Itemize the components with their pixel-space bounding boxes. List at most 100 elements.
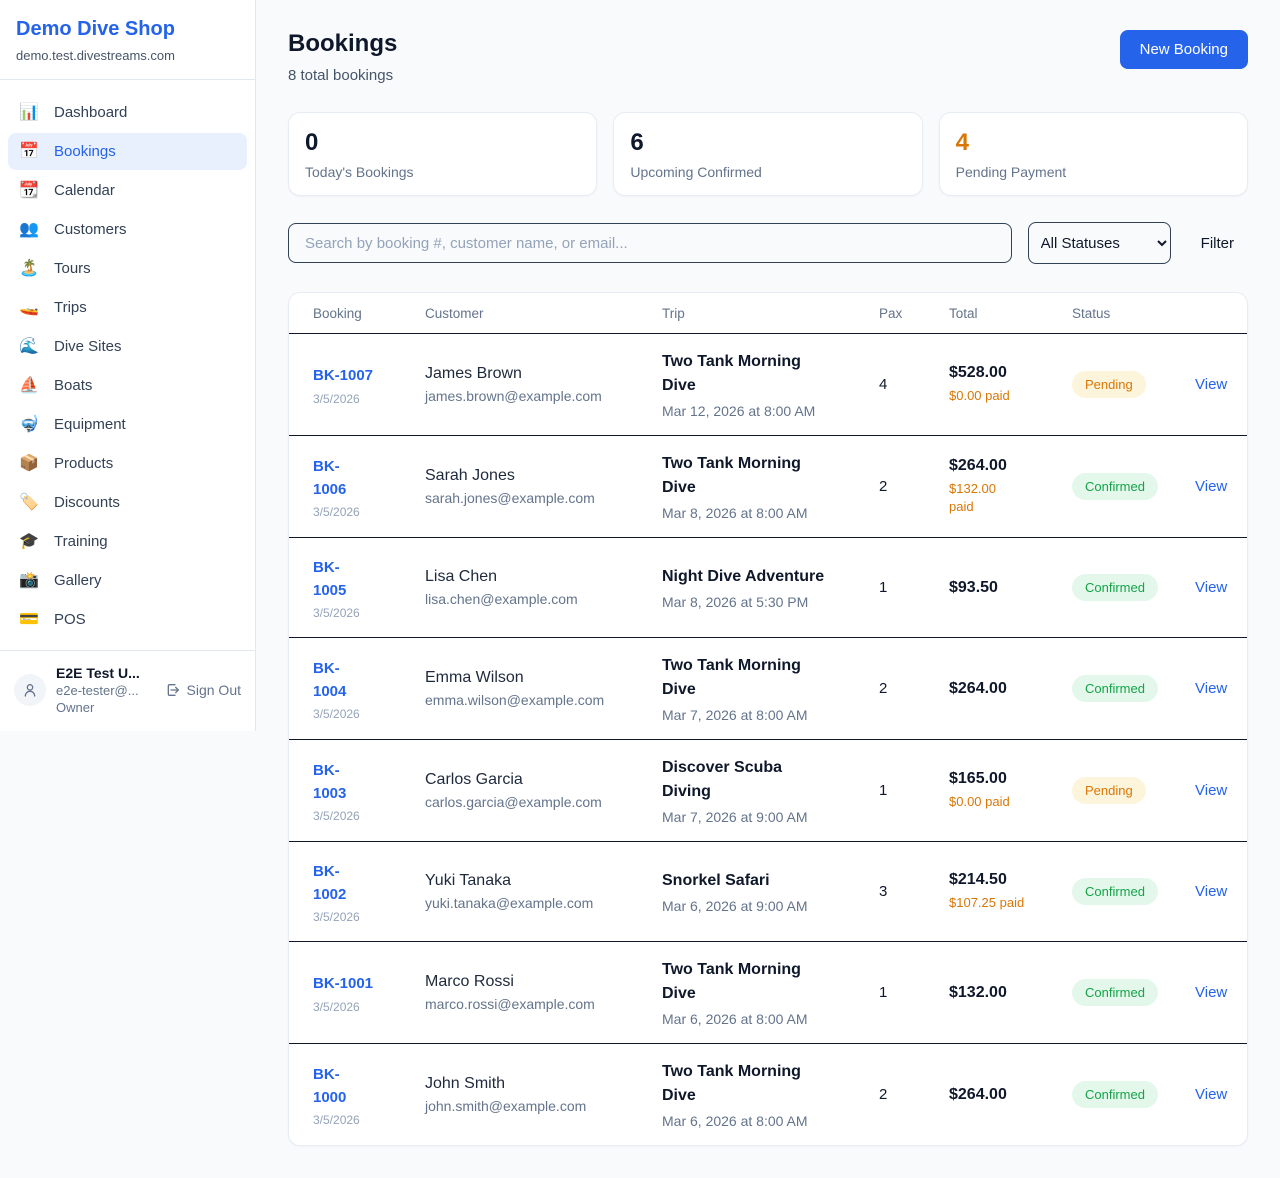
stat-value: 0 xyxy=(305,129,319,156)
view-link[interactable]: View xyxy=(1195,781,1228,799)
customer-name: James Brown xyxy=(425,365,522,383)
view-link[interactable]: View xyxy=(1195,477,1228,495)
status-cell: Confirmed xyxy=(1072,979,1195,1007)
status-badge: Confirmed xyxy=(1072,979,1158,1007)
sidebar-item-calendar[interactable]: 📆 Calendar xyxy=(8,172,247,209)
filter-button[interactable]: Filter xyxy=(1187,235,1248,252)
customer-email: emma.wilson@example.com xyxy=(425,692,605,709)
table-row: BK- 1002 3/5/2026 Yuki Tanaka yuki.tanaka@e… xyxy=(289,842,1247,943)
sidebar-item-discounts[interactable]: 🏷️ Discounts xyxy=(8,484,247,521)
booking-id-link[interactable]: BK- 1006 xyxy=(313,457,347,498)
booking-date: 3/5/2026 xyxy=(313,1113,360,1128)
status-select[interactable]: All Statuses xyxy=(1027,222,1171,265)
customer-cell: Lisa Chen lisa.chen@example.com xyxy=(425,568,662,607)
stat-card-today-s-bookings: 0 Today's Bookings xyxy=(288,112,598,197)
stat-card-pending-payment: 4 Pending Payment xyxy=(938,112,1248,197)
pax-cell: 1 xyxy=(879,579,888,597)
trip-name: Two Tank Morning Dive xyxy=(662,1063,801,1105)
stat-value: 6 xyxy=(630,129,644,156)
total-amount: $264.00 xyxy=(949,1085,1007,1103)
booking-cell: BK-1001 3/5/2026 xyxy=(313,972,425,1013)
sidebar-item-label: Boats xyxy=(54,377,93,394)
total-cell: $264.00 xyxy=(949,680,1072,698)
stats-cards: 0 Today's Bookings 6 Upcoming Confirmed 4 Pen… xyxy=(288,112,1248,197)
table-row: BK- 1000 3/5/2026 John Smith john.smith@exa… xyxy=(289,1044,1247,1145)
booking-id-link[interactable]: BK- 1000 xyxy=(313,1065,347,1106)
sidebar-item-gallery[interactable]: 📸 Gallery xyxy=(8,562,247,599)
trip-cell: Snorkel Safari Mar 6, 2026 at 9:00 AM xyxy=(662,869,879,914)
view-link[interactable]: View xyxy=(1195,578,1228,596)
view-link[interactable]: View xyxy=(1195,882,1228,900)
sidebar-item-trips[interactable]: 🚤 Trips xyxy=(8,289,247,326)
graduation-cap-icon: 🎓 xyxy=(19,532,39,550)
actions-cell: View xyxy=(1195,478,1227,496)
status-badge: Pending xyxy=(1072,371,1146,399)
customer-name: Marco Rossi xyxy=(425,973,514,991)
actions-cell: View xyxy=(1195,680,1227,698)
sidebar-item-dashboard[interactable]: 📊 Dashboard xyxy=(8,94,247,131)
tag-icon: 🏷️ xyxy=(19,493,39,511)
total-cell: $528.00 $0.00 paid xyxy=(949,364,1072,405)
sidebar-item-dive-sites[interactable]: 🌊 Dive Sites xyxy=(8,328,247,365)
trip-cell: Two Tank Morning Dive Mar 8, 2026 at 8:00… xyxy=(662,452,879,521)
booking-id-link[interactable]: BK- 1002 xyxy=(313,862,347,903)
view-link[interactable]: View xyxy=(1195,1085,1228,1103)
stat-label: Today's Bookings xyxy=(305,164,414,181)
sidebar-item-label: Products xyxy=(54,455,114,472)
view-link[interactable]: View xyxy=(1195,375,1228,393)
customer-email: yuki.tanaka@example.com xyxy=(425,895,594,912)
sidebar-item-training[interactable]: 🎓 Training xyxy=(8,523,247,560)
sidebar-item-equipment[interactable]: 🤿 Equipment xyxy=(8,406,247,443)
trip-cell: Two Tank Morning Dive Mar 12, 2026 at 8:0… xyxy=(662,350,879,419)
booking-date: 3/5/2026 xyxy=(313,809,360,824)
status-cell: Confirmed xyxy=(1072,878,1195,906)
sign-out-button[interactable]: Sign Out xyxy=(165,682,241,698)
table-row: BK- 1006 3/5/2026 Sarah Jones sarah.jones@e… xyxy=(289,436,1247,539)
booking-id-link[interactable]: BK- 1005 xyxy=(313,558,347,599)
booking-id-link[interactable]: BK- 1003 xyxy=(313,761,347,802)
sidebar-item-label: Equipment xyxy=(54,416,126,433)
sidebar-item-customers[interactable]: 👥 Customers xyxy=(8,211,247,248)
sidebar-item-bookings[interactable]: 📅 Bookings xyxy=(8,133,247,170)
table-header-row: Booking Customer Trip Pax Total Status xyxy=(289,293,1247,335)
sidebar-item-products[interactable]: 📦 Products xyxy=(8,445,247,482)
booking-date: 3/5/2026 xyxy=(313,707,360,722)
status-badge: Confirmed xyxy=(1072,878,1158,906)
trip-datetime: Mar 12, 2026 at 8:00 AM xyxy=(662,403,816,420)
actions-cell: View xyxy=(1195,883,1227,901)
trip-cell: Two Tank Morning Dive Mar 7, 2026 at 8:00… xyxy=(662,654,879,723)
table-row: BK- 1003 3/5/2026 Carlos Garcia carlos.garc… xyxy=(289,740,1247,843)
trip-cell: Two Tank Morning Dive Mar 6, 2026 at 8:00… xyxy=(662,958,879,1027)
booking-id-link[interactable]: BK- 1004 xyxy=(313,659,347,700)
status-cell: Confirmed xyxy=(1072,675,1195,703)
search-input[interactable] xyxy=(288,223,1012,264)
sidebar-item-tours[interactable]: 🏝️ Tours xyxy=(8,250,247,287)
booking-id-link[interactable]: BK-1001 xyxy=(313,975,374,993)
booking-cell: BK- 1003 3/5/2026 xyxy=(313,759,425,824)
sidebar-item-pos[interactable]: 💳 POS xyxy=(8,601,247,638)
stat-card-upcoming-confirmed: 6 Upcoming Confirmed xyxy=(613,112,923,197)
user-name: E2E Test U... xyxy=(56,665,140,681)
column-header-pax: Pax xyxy=(879,305,903,321)
status-cell: Confirmed xyxy=(1072,574,1195,602)
status-badge: Confirmed xyxy=(1072,1081,1158,1109)
status-cell: Pending xyxy=(1072,371,1195,399)
status-cell: Pending xyxy=(1072,777,1195,805)
page-title-block: Bookings 8 total bookings xyxy=(288,30,397,84)
sailboat-icon: ⛵ xyxy=(19,376,39,394)
booking-date: 3/5/2026 xyxy=(313,505,360,520)
customer-name: Emma Wilson xyxy=(425,669,524,687)
total-cell: $214.50 $107.25 paid xyxy=(949,871,1072,912)
column-header-total: Total xyxy=(949,305,978,321)
view-link[interactable]: View xyxy=(1195,983,1228,1001)
view-link[interactable]: View xyxy=(1195,679,1228,697)
stat-label: Pending Payment xyxy=(955,164,1067,181)
sidebar-item-boats[interactable]: ⛵ Boats xyxy=(8,367,247,404)
user-email: e2e-tester@... xyxy=(56,683,139,698)
new-booking-button[interactable]: New Booking xyxy=(1119,30,1248,69)
page-title: Bookings xyxy=(288,30,398,57)
pax-cell: 2 xyxy=(879,1086,888,1104)
booking-id-link[interactable]: BK-1007 xyxy=(313,367,374,385)
brand-block: Demo Dive Shop demo.test.divestreams.com xyxy=(0,0,255,80)
